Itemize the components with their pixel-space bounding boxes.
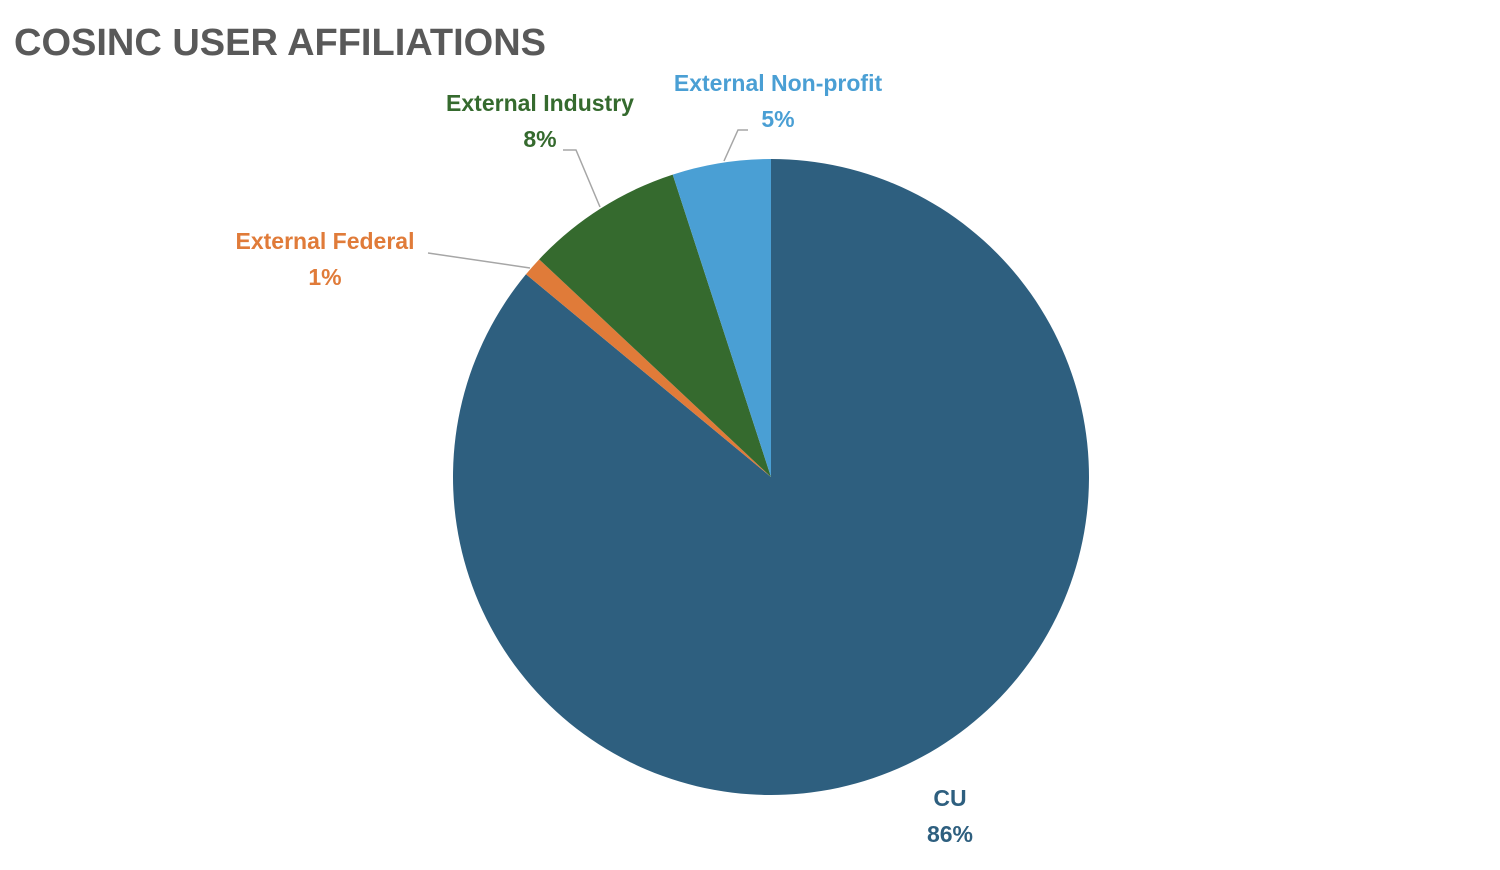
pie-slice	[539, 174, 771, 477]
slice-value-label: 1%	[308, 264, 341, 290]
leader-line	[723, 129, 748, 162]
leader-line	[427, 252, 531, 269]
slice-label: External Federal	[236, 228, 415, 254]
slice-label: CU	[933, 785, 966, 811]
slice-label: External Industry	[446, 90, 634, 116]
leader-line	[563, 149, 601, 208]
slice-value-label: 8%	[523, 126, 556, 152]
chart-title: COSINC USER AFFILIATIONS	[14, 22, 546, 64]
pie-slice	[525, 259, 771, 477]
slice-value-label: 5%	[761, 106, 794, 132]
pie-slice	[672, 159, 771, 477]
pie-slice	[453, 159, 1090, 795]
slice-value-label: 86%	[927, 821, 973, 847]
slice-label: External Non-profit	[674, 70, 883, 96]
